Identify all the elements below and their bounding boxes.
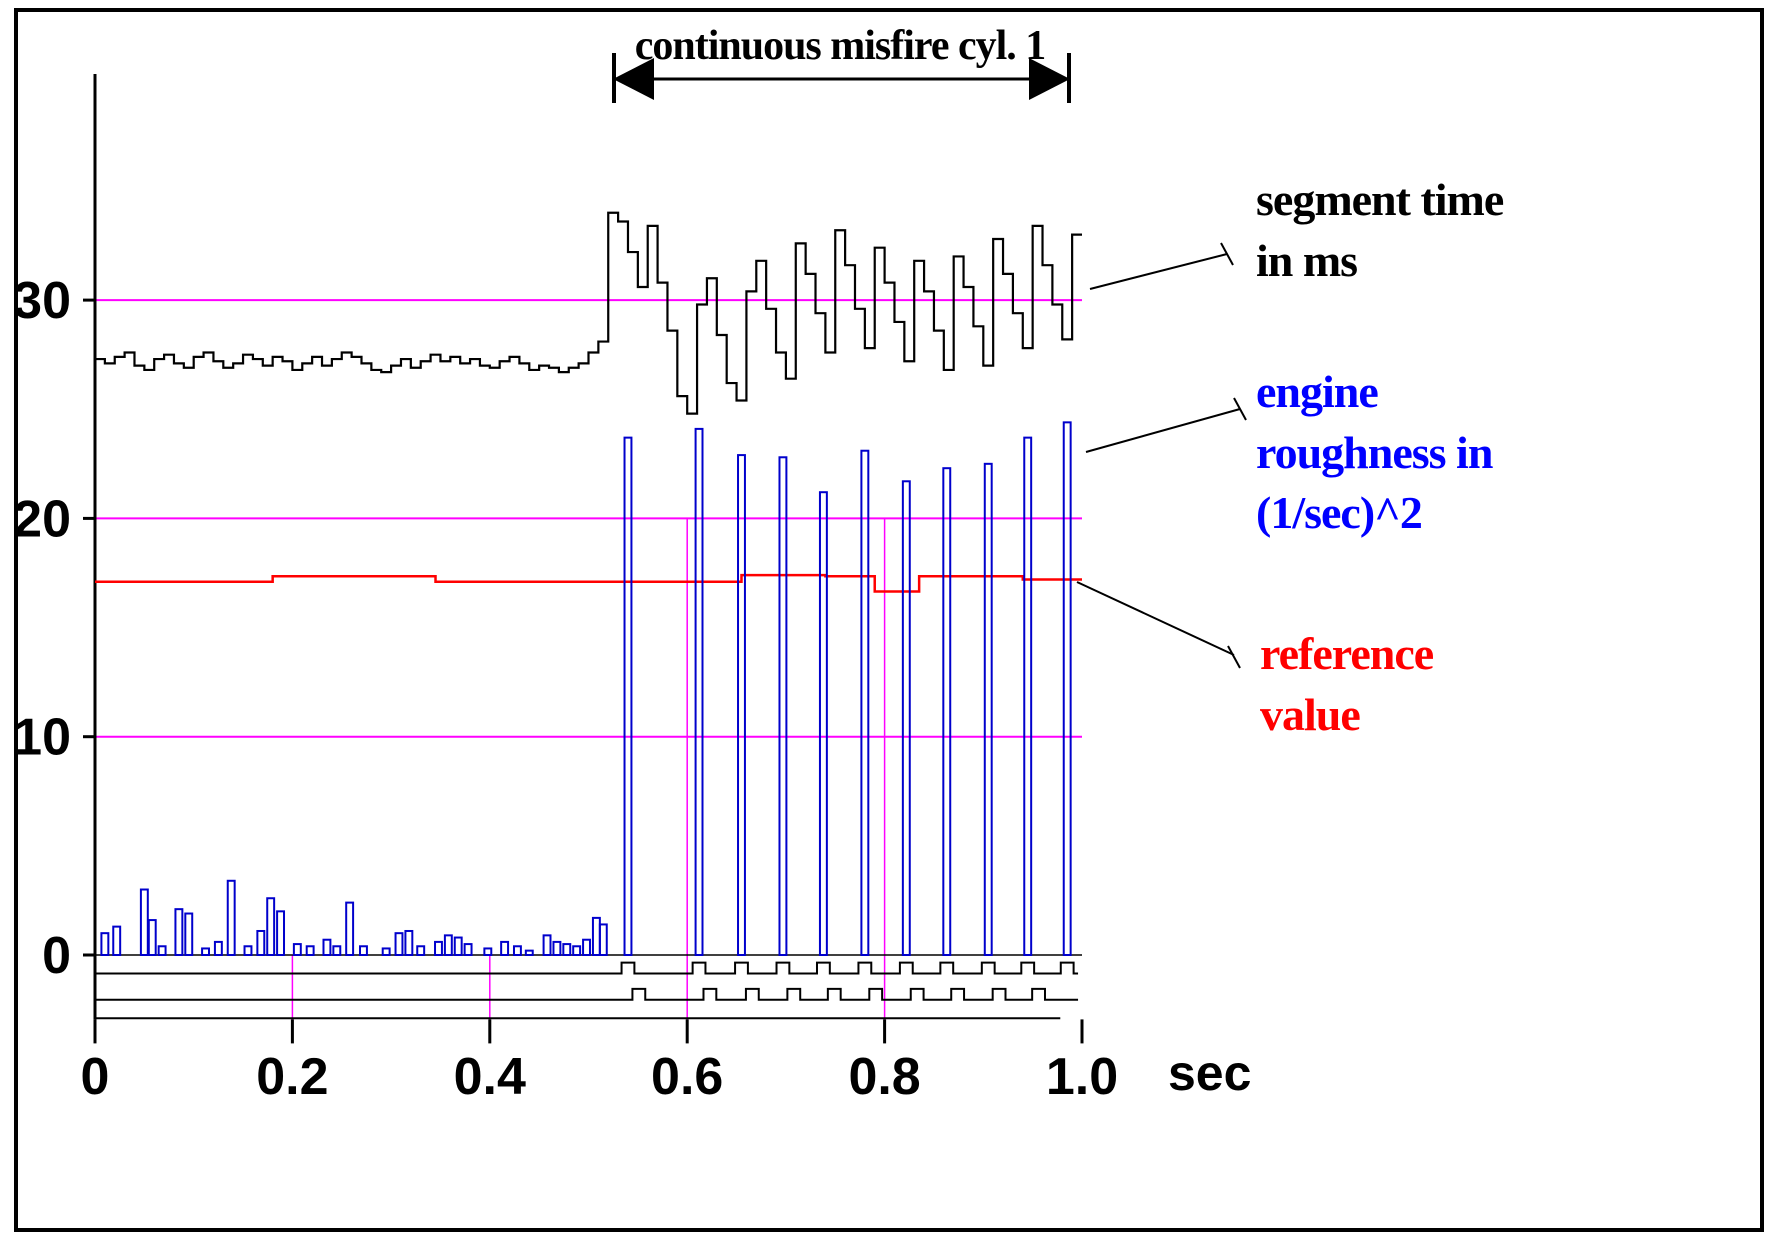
x-axis-unit: sec xyxy=(1168,1045,1252,1101)
bar-engine-roughness-in-1-sec-2 xyxy=(292,943,302,957)
bar-engine-roughness-in-1-sec-2 xyxy=(453,936,463,957)
bar-engine-roughness-in-1-sec-2 xyxy=(226,879,236,957)
bar-engine-roughness-in-1-sec-2 xyxy=(147,919,157,957)
bar-engine-roughness-in-1-sec-2 xyxy=(322,938,332,956)
arrowhead-right-icon xyxy=(1029,58,1070,100)
digital-trace-1 xyxy=(95,961,1079,975)
bar-engine-roughness-in-1-sec-2 xyxy=(983,462,993,956)
x-tick-label: 0.4 xyxy=(454,1048,526,1106)
bar-engine-roughness-in-1-sec-2 xyxy=(157,945,167,957)
bar-engine-roughness-in-1-sec-2 xyxy=(572,945,582,957)
arrowhead-left-icon xyxy=(613,58,654,100)
bar-engine-roughness-in-1-sec-2 xyxy=(213,940,223,956)
y-tick-label: 0 xyxy=(42,927,71,985)
bar-engine-roughness-in-1-sec-2 xyxy=(542,934,552,957)
x-tick-label: 0.6 xyxy=(651,1048,723,1106)
series-reference-value xyxy=(95,573,1082,593)
bar-engine-roughness-in-1-sec-2 xyxy=(562,943,572,957)
y-tick-label: 30 xyxy=(13,272,71,330)
bar-engine-roughness-in-1-sec-2 xyxy=(524,949,534,956)
bar-engine-roughness-in-1-sec-2 xyxy=(598,923,608,956)
x-tick-label: 0.8 xyxy=(848,1048,920,1106)
leader-lines xyxy=(1076,242,1247,669)
figure-border xyxy=(14,8,1764,1232)
bar-engine-roughness-in-1-sec-2 xyxy=(332,945,342,957)
bar-engine-roughness-in-1-sec-2 xyxy=(416,945,426,957)
leader-engine-roughness xyxy=(1085,408,1241,453)
bar-engine-roughness-in-1-sec-2 xyxy=(139,888,149,957)
bar-engine-roughness-in-1-sec-2 xyxy=(818,491,828,956)
bar-engine-roughness-in-1-sec-2 xyxy=(1023,436,1033,956)
bar-engine-roughness-in-1-sec-2 xyxy=(483,947,493,956)
digital-trace-2 xyxy=(95,987,1079,1001)
bar-engine-roughness-in-1-sec-2 xyxy=(100,932,110,956)
bar-engine-roughness-in-1-sec-2 xyxy=(434,940,443,956)
bar-engine-roughness-in-1-sec-2 xyxy=(359,945,368,957)
label-segment-time: segment time in ms xyxy=(1256,174,1504,286)
bar-engine-roughness-in-1-sec-2 xyxy=(901,480,911,956)
bar-engine-roughness-in-1-sec-2 xyxy=(512,945,522,957)
x-tick-label: 0.2 xyxy=(256,1048,328,1106)
leader-segment-time-tick xyxy=(1220,242,1234,266)
bar-engine-roughness-in-1-sec-2 xyxy=(256,929,266,956)
y-tick-label: 10 xyxy=(13,709,71,767)
x-tick-label: 0 xyxy=(81,1048,110,1106)
leader-segment-time xyxy=(1089,253,1228,290)
bar-engine-roughness-in-1-sec-2 xyxy=(582,938,591,956)
bar-engine-roughness-in-1-sec-2 xyxy=(112,925,122,956)
misfire-annotation: continuous misfire cyl. 1 xyxy=(634,23,1047,69)
bar-engine-roughness-in-1-sec-2 xyxy=(243,945,253,957)
bar-engine-roughness-in-1-sec-2 xyxy=(201,947,210,956)
bar-engine-roughness-in-1-sec-2 xyxy=(552,940,562,956)
bar-engine-roughness-in-1-sec-2 xyxy=(394,932,404,956)
leader-reference-value xyxy=(1076,581,1235,656)
bar-engine-roughness-in-1-sec-2 xyxy=(184,912,194,957)
bar-engine-roughness-in-1-sec-2 xyxy=(1062,421,1072,956)
bar-engine-roughness-in-1-sec-2 xyxy=(404,929,414,956)
leader-reference-value-tick xyxy=(1227,645,1241,669)
series-segment-time-in-ms xyxy=(95,211,1082,415)
bar-engine-roughness-in-1-sec-2 xyxy=(500,940,510,956)
bar-engine-roughness-in-1-sec-2 xyxy=(276,910,286,957)
bar-engine-roughness-in-1-sec-2 xyxy=(778,456,788,956)
bar-engine-roughness-in-1-sec-2 xyxy=(443,934,453,957)
misfire-span-arrow xyxy=(612,53,1071,103)
bar-engine-roughness-in-1-sec-2 xyxy=(694,427,704,957)
bar-engine-roughness-in-1-sec-2 xyxy=(737,454,746,956)
bar-engine-roughness-in-1-sec-2 xyxy=(305,945,315,957)
bar-engine-roughness-in-1-sec-2 xyxy=(174,908,184,956)
bar-engine-roughness-in-1-sec-2 xyxy=(463,943,473,957)
bar-engine-roughness-in-1-sec-2 xyxy=(942,467,952,956)
bar-engine-roughness-in-1-sec-2 xyxy=(381,947,391,956)
bar-engine-roughness-in-1-sec-2 xyxy=(591,916,601,956)
bar-engine-roughness-in-1-sec-2 xyxy=(266,897,276,957)
bar-engine-roughness-in-1-sec-2 xyxy=(345,901,355,956)
leader-engine-roughness-tick xyxy=(1233,397,1247,421)
bar-engine-roughness-in-1-sec-2 xyxy=(860,449,870,956)
label-engine-roughness: engine roughness in (1/sec)^2 xyxy=(1256,366,1493,539)
x-tick-label: 1.0 xyxy=(1046,1048,1118,1106)
label-reference-value: reference value xyxy=(1260,628,1434,740)
y-tick-label: 20 xyxy=(13,490,71,548)
bar-engine-roughness-in-1-sec-2 xyxy=(623,436,633,956)
